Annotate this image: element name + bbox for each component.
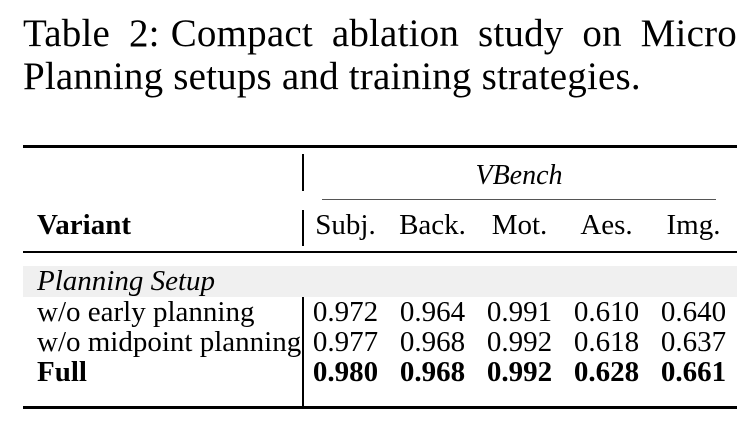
value-cell: 0.992 (486, 326, 553, 358)
value-cell: 0.618 (573, 326, 640, 358)
ablation-table: VBench Variant Subj. Back. Mot. Aes. Img… (23, 145, 737, 409)
vbench-group-cell: VBench (302, 148, 737, 200)
col-header-aes: Aes. (580, 209, 633, 241)
col-header-back: Back. (399, 209, 466, 241)
column-separator-bar-top (302, 154, 304, 191)
value-cell: 0.964 (399, 296, 466, 328)
column-separator-bar-header (302, 210, 304, 246)
value-cell: 0.968 (399, 356, 466, 388)
value-cell: 0.628 (573, 356, 640, 388)
table-header: VBench Variant Subj. Back. Mot. Aes. Img… (23, 148, 737, 253)
variant-cell: w/o early planning (37, 296, 255, 328)
col-header-variant: Variant (37, 209, 131, 241)
vbench-cmidrule: VBench (322, 148, 716, 200)
table-row: w/o early planning 0.972 0.964 0.991 0.6… (23, 297, 737, 327)
value-cell: 0.980 (312, 356, 379, 388)
value-cell: 0.991 (486, 296, 553, 328)
value-cell: 0.637 (660, 326, 727, 358)
section-row-planning-setup: Planning Setup (23, 266, 737, 297)
group-header-label: VBench (475, 159, 563, 191)
caption-label: Table 2: (23, 12, 160, 55)
value-cell: 0.977 (312, 326, 379, 358)
variant-cell: w/o midpoint planning (37, 326, 302, 358)
value-cell: 0.661 (660, 356, 727, 388)
col-header-mot: Mot. (491, 209, 548, 241)
variant-column-spacer (23, 148, 302, 200)
col-header-subj: Subj. (315, 209, 376, 241)
variant-cell: Full (37, 356, 87, 388)
table-body: Planning Setup w/o early planning 0.972 … (23, 253, 737, 406)
value-cell: 0.968 (399, 326, 466, 358)
value-cell: 0.972 (312, 296, 379, 328)
caption-text: Compact ablation study on Micro Planning… (23, 12, 737, 98)
table-row: w/o midpoint planning 0.977 0.968 0.992 … (23, 327, 737, 357)
value-cell: 0.992 (486, 356, 553, 388)
value-cell: 0.610 (573, 296, 640, 328)
col-header-img: Img. (666, 209, 721, 241)
table-caption: Table 2: Compact ablation study on Micro … (23, 12, 737, 98)
table-row-full: Full 0.980 0.968 0.992 0.628 0.661 (23, 357, 737, 387)
column-header-row: Variant Subj. Back. Mot. Aes. Img. (23, 200, 737, 251)
column-separator-bar-body (302, 297, 304, 406)
value-cell: 0.640 (660, 296, 727, 328)
group-header-row: VBench (23, 148, 737, 200)
